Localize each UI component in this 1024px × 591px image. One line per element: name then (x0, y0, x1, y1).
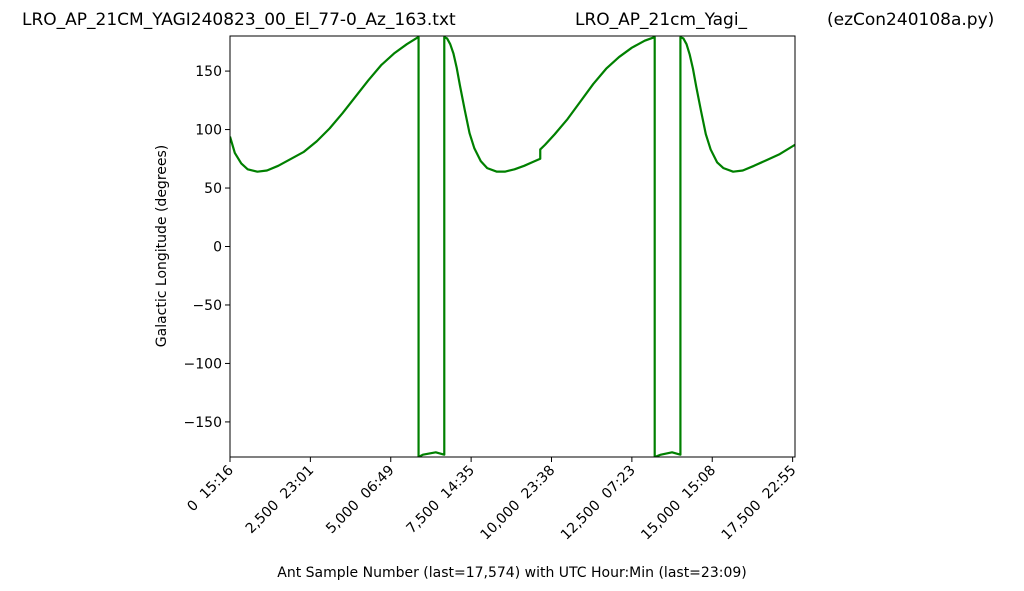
y-axis-label: Galactic Longitude (degrees) (154, 145, 170, 347)
x-tick-label: 7,500 14:35 (403, 463, 477, 537)
x-tick-label: 0 15:16 (184, 462, 236, 514)
y-tick-label: 150 (195, 64, 222, 80)
x-tick-label: 12,500 07:23 (558, 463, 639, 544)
chart-title-right: (ezCon240108a.py) (827, 10, 994, 30)
y-axis: 150 100 50 0 −50 −100 −150 (184, 64, 230, 431)
x-axis: 0 15:16 2,500 23:01 5,000 06:49 7,500 14:35… (184, 457, 799, 543)
x-tick-label: 10,000 23:38 (478, 463, 559, 544)
x-axis-label: Ant Sample Number (last=17,574) with UTC… (277, 565, 746, 581)
x-tick-label: 15,000 15:08 (638, 463, 719, 544)
x-tick-label: 5,000 06:49 (323, 463, 397, 537)
x-tick-label: 2,500 23:01 (243, 463, 317, 537)
y-tick-label: −150 (184, 415, 222, 431)
y-tick-label: −50 (192, 298, 222, 314)
plot-area (229, 35, 796, 458)
series-line-0 (230, 36, 795, 457)
x-tick-label: 17,500 22:55 (719, 463, 800, 544)
plot-frame (229, 35, 796, 458)
chart-title-left: LRO_AP_21CM_YAGI240823_00_El_77-0_Az_163… (22, 10, 456, 30)
y-tick-label: 0 (213, 240, 222, 256)
chart-title-center: LRO_AP_21cm_Yagi_ (575, 10, 748, 30)
y-tick-label: −100 (184, 356, 222, 372)
y-tick-label: 100 (195, 123, 222, 139)
y-tick-label: 50 (204, 181, 222, 197)
